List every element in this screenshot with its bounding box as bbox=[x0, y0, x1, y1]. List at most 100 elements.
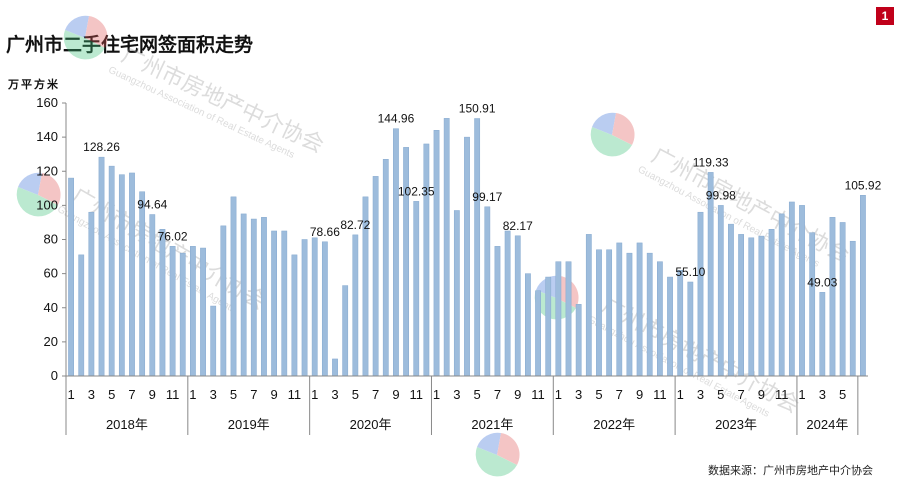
year-label: 2023年 bbox=[715, 417, 757, 432]
bar bbox=[68, 177, 74, 377]
page-title: 广州市二手住宅网签面积走势 bbox=[6, 34, 254, 56]
y-axis-unit-label: 万平方米 bbox=[8, 78, 60, 91]
x-tick-label: 5 bbox=[230, 387, 237, 402]
bar bbox=[291, 254, 298, 377]
watermark-logo bbox=[590, 112, 635, 157]
x-tick-label: 9 bbox=[758, 387, 765, 402]
x-tick-label: 3 bbox=[210, 387, 217, 402]
x-tick-label: 7 bbox=[372, 387, 379, 402]
bar bbox=[321, 241, 328, 377]
bar bbox=[352, 234, 359, 377]
data-label: 82.17 bbox=[503, 219, 533, 233]
bar bbox=[332, 358, 338, 377]
y-tick-label: 160 bbox=[36, 95, 58, 110]
data-label: 76.02 bbox=[158, 229, 188, 243]
data-label: 144.96 bbox=[378, 112, 415, 126]
x-tick-label: 5 bbox=[595, 387, 602, 402]
x-tick-label: 3 bbox=[331, 387, 338, 402]
bar bbox=[98, 156, 105, 377]
data-label: 49.03 bbox=[807, 275, 837, 289]
bar bbox=[230, 196, 237, 377]
x-tick-label: 9 bbox=[514, 387, 521, 402]
bar bbox=[271, 230, 278, 377]
bar bbox=[585, 234, 592, 377]
x-tick-label: 7 bbox=[494, 387, 501, 402]
x-tick-label: 3 bbox=[88, 387, 95, 402]
data-label: 105.92 bbox=[845, 178, 882, 192]
bar bbox=[311, 237, 318, 377]
bar bbox=[484, 206, 491, 377]
data-label: 128.26 bbox=[83, 140, 120, 154]
bar bbox=[393, 128, 399, 377]
year-label: 2024年 bbox=[806, 417, 848, 432]
bar bbox=[453, 210, 460, 377]
data-label: 94.64 bbox=[137, 198, 167, 212]
data-label: 102.35 bbox=[398, 184, 435, 198]
x-tick-label: 5 bbox=[839, 387, 846, 402]
bar bbox=[372, 176, 379, 377]
x-tick-label: 1 bbox=[677, 387, 684, 402]
x-tick-label: 11 bbox=[531, 387, 545, 402]
bar bbox=[697, 211, 704, 377]
bar bbox=[108, 165, 115, 377]
page-number-badge: 1 bbox=[876, 7, 894, 25]
bar bbox=[646, 252, 653, 377]
year-label: 2022年 bbox=[593, 417, 635, 432]
bar bbox=[382, 159, 389, 377]
x-tick-label: 5 bbox=[474, 387, 481, 402]
x-tick-label: 9 bbox=[636, 387, 643, 402]
data-label: 99.17 bbox=[472, 190, 502, 204]
data-label: 55.10 bbox=[675, 265, 705, 279]
x-tick-label: 5 bbox=[717, 387, 724, 402]
bar bbox=[738, 234, 744, 377]
bar bbox=[707, 172, 714, 377]
bar bbox=[606, 249, 613, 377]
data-label: 82.72 bbox=[340, 218, 370, 232]
y-tick-label: 120 bbox=[36, 163, 58, 178]
watermark-logo bbox=[63, 15, 108, 60]
bar bbox=[118, 174, 125, 377]
bar bbox=[535, 290, 541, 377]
y-tick-label: 20 bbox=[44, 334, 58, 349]
bar bbox=[788, 201, 795, 377]
bar bbox=[149, 214, 156, 377]
bar bbox=[809, 232, 816, 377]
x-tick-label: 1 bbox=[67, 387, 74, 402]
data-label: 99.98 bbox=[706, 188, 736, 202]
bar bbox=[88, 211, 95, 377]
data-source-note: 数据来源：广州市房地产中介协会 bbox=[708, 464, 873, 477]
bar bbox=[677, 269, 684, 377]
bar-series bbox=[68, 118, 866, 377]
y-tick-label: 40 bbox=[44, 300, 58, 315]
x-tick-label: 7 bbox=[250, 387, 257, 402]
bar bbox=[829, 217, 836, 377]
bar bbox=[342, 285, 349, 377]
x-tick-label: 7 bbox=[128, 387, 135, 402]
bar bbox=[616, 242, 623, 377]
x-tick-label: 11 bbox=[166, 387, 180, 402]
x-tick-label: 1 bbox=[189, 387, 196, 402]
watermark-text: 广州市房地产中介协会 bbox=[118, 42, 328, 158]
bar bbox=[301, 239, 308, 377]
x-tick-label: 1 bbox=[311, 387, 318, 402]
year-label: 2021年 bbox=[471, 417, 513, 432]
bar bbox=[799, 205, 805, 377]
y-tick-label: 140 bbox=[36, 129, 58, 144]
x-tick-label: 7 bbox=[737, 387, 744, 402]
x-tick-label: 1 bbox=[555, 387, 562, 402]
x-tick-label: 9 bbox=[392, 387, 399, 402]
bar bbox=[768, 229, 775, 377]
bar bbox=[717, 205, 724, 377]
y-tick-label: 100 bbox=[36, 197, 58, 212]
bar bbox=[169, 246, 176, 377]
bar bbox=[626, 252, 633, 377]
bar bbox=[413, 201, 420, 377]
bar bbox=[200, 247, 206, 377]
bar bbox=[281, 230, 288, 377]
bar bbox=[504, 230, 511, 377]
x-tick-label: 11 bbox=[653, 387, 667, 402]
bar bbox=[210, 305, 217, 377]
y-tick-label: 0 bbox=[51, 368, 58, 383]
bar bbox=[433, 130, 440, 377]
